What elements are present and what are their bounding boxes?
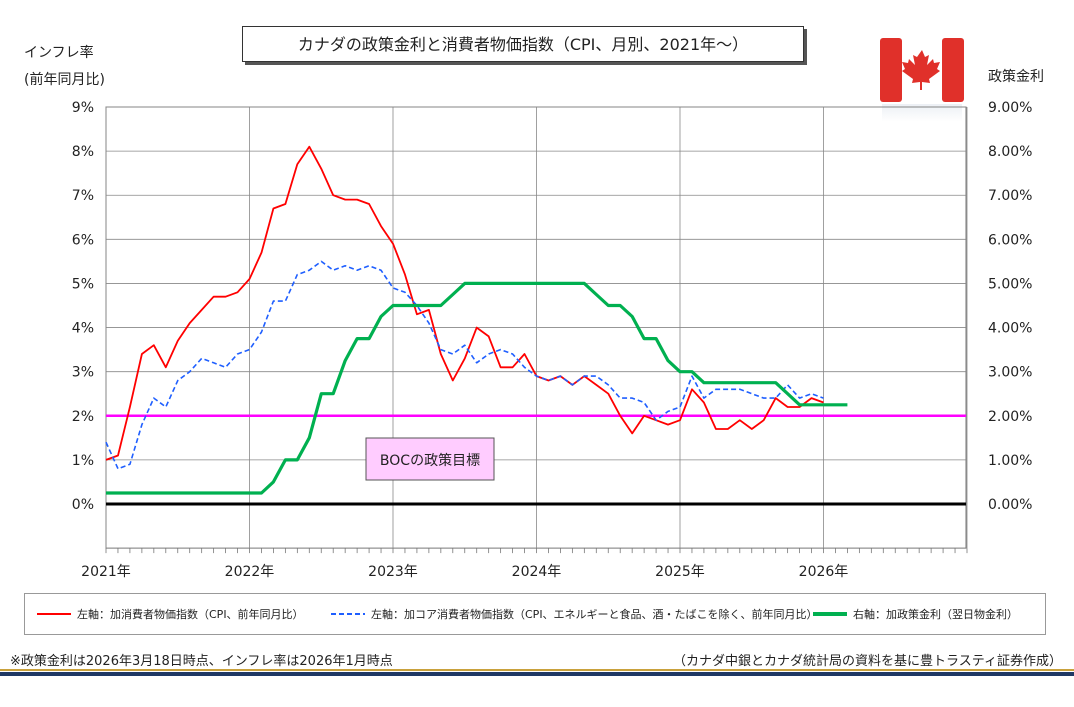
y-left-tick-label: 2% (72, 409, 94, 425)
x-tick-label: 2026年 (799, 564, 849, 580)
y-left-tick-label: 9% (72, 100, 94, 116)
x-tick-label: 2025年 (655, 564, 705, 580)
y-right-tick-label: 1.00% (988, 453, 1032, 469)
x-tick-label: 2022年 (225, 564, 275, 580)
y-right-tick-label: 6.00% (988, 232, 1032, 248)
y-left-tick-label: 7% (72, 188, 94, 204)
legend-item-policy-rate: 右軸：加政策金利（翌日物金利） (813, 606, 1018, 622)
left-axis-label-line1: インフレ率 (24, 45, 94, 61)
legend-swatch-cpi (37, 613, 71, 615)
legend: 左軸：加消費者物価指数（CPI、前年同月比） 左軸：加コア消費者物価指数（CPI… (24, 593, 1046, 635)
legend-swatch-policy-rate (813, 612, 847, 616)
x-tick-label: 2021年 (81, 564, 131, 580)
y-right-tick-label: 4.00% (988, 321, 1032, 337)
policy-target-annotation: BOCの政策目標 (365, 437, 495, 481)
y-left-tick-label: 5% (72, 276, 94, 292)
y-right-tick-label: 3.00% (988, 365, 1032, 381)
y-right-tick-label: 8.00% (988, 144, 1032, 160)
legend-label-policy-rate: 右軸：加政策金利（翌日物金利） (853, 608, 1018, 621)
canada-flag-icon (880, 38, 964, 102)
y-left-tick-label: 6% (72, 232, 94, 248)
chart-plot: 0% 0.00% 1% 1.00% 2% 2.00% 3% 3.00% 4% 4.00% 5% 5.0… (72, 100, 1033, 580)
legend-swatch-core-cpi (331, 613, 365, 615)
y-right-tick-label: 9.00% (988, 100, 1032, 116)
footnote-date: ※政策金利は2026年3月18日時点、インフレ率は2026年1月時点 (10, 654, 393, 669)
right-axis-label: 政策金利 (988, 69, 1044, 85)
cpi-line (105, 145, 824, 461)
chart-title: カナダの政策金利と消費者物価指数（CPI、月別、2021年～） (242, 26, 804, 62)
x-tick-label: 2024年 (512, 564, 562, 580)
policy-target-label: BOCの政策目標 (380, 452, 480, 469)
y-right-tick-label: 0.00% (988, 497, 1032, 513)
y-left-tick-label: 0% (72, 497, 94, 513)
y-right-tick-label: 5.00% (988, 276, 1032, 292)
legend-label-cpi: 左軸：加消費者物価指数（CPI、前年同月比） (77, 608, 304, 621)
y-left-tick-label: 4% (72, 321, 94, 337)
footer-accent-line (0, 669, 1074, 671)
footer-bar (0, 672, 1074, 676)
y-left-tick-label: 1% (72, 453, 94, 469)
y-left-tick-label: 8% (72, 144, 94, 160)
left-axis-label: インフレ率 (前年同月比) (24, 40, 105, 94)
y-right-tick-label: 2.00% (988, 409, 1032, 425)
x-tick-label: 2023年 (368, 564, 418, 580)
legend-item-core-cpi: 左軸：加コア消費者物価指数（CPI、エネルギーと食品、酒・たばこを除く、前年同月… (331, 606, 818, 622)
y-right-tick-label: 7.00% (988, 188, 1032, 204)
legend-label-core-cpi: 左軸：加コア消費者物価指数（CPI、エネルギーと食品、酒・たばこを除く、前年同月… (371, 608, 818, 621)
policy-rate-line (106, 281, 848, 495)
flag-shadow (882, 104, 962, 122)
legend-item-cpi: 左軸：加消費者物価指数（CPI、前年同月比） (37, 606, 304, 622)
footnote-source: （カナダ中銀とカナダ統計局の資料を基に豊トラスティ証券作成） (673, 654, 1062, 669)
core-cpi-line (105, 260, 824, 470)
left-axis-label-line2: (前年同月比) (24, 72, 105, 88)
y-left-tick-label: 3% (72, 365, 94, 381)
